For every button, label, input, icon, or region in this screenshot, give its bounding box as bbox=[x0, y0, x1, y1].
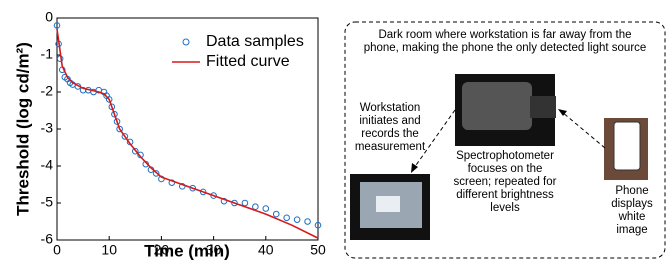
spectrophotometer-label: levels bbox=[490, 202, 520, 214]
workstation-label: records the bbox=[361, 128, 419, 140]
y-tick-label: -3 bbox=[41, 120, 54, 136]
phone-label: image bbox=[616, 224, 647, 236]
phone-label: Phone bbox=[615, 185, 648, 197]
x-tick-label: 50 bbox=[310, 242, 326, 258]
spectrophotometer-label: focuses on the bbox=[468, 163, 543, 175]
y-tick-label: -6 bbox=[41, 231, 54, 247]
workstation-label: measurement bbox=[355, 141, 426, 153]
workstation-label: initiates and bbox=[359, 115, 420, 127]
y-tick-label: -4 bbox=[41, 157, 54, 173]
arrow bbox=[562, 112, 605, 148]
data-point bbox=[284, 215, 290, 221]
y-tick-label: -5 bbox=[41, 194, 54, 210]
data-point bbox=[263, 206, 269, 212]
phone-label: white bbox=[618, 211, 646, 223]
data-point bbox=[294, 217, 300, 223]
y-axis-label: Threshold (log cd/m²) bbox=[13, 42, 32, 216]
x-tick-label: 20 bbox=[154, 242, 170, 258]
x-tick-label: 40 bbox=[258, 242, 274, 258]
x-tick-label: 10 bbox=[101, 242, 117, 258]
phone-label: displays bbox=[611, 198, 653, 210]
data-point bbox=[242, 200, 248, 206]
plot-frame bbox=[57, 18, 318, 240]
workstation-label: Workstation bbox=[360, 102, 421, 114]
data-point bbox=[273, 211, 279, 217]
spectrophotometer-image bbox=[455, 74, 556, 146]
caption-line: phone, making the phone the only detecte… bbox=[364, 42, 647, 54]
legend-label: Fitted curve bbox=[206, 53, 290, 70]
x-tick-label: 0 bbox=[53, 242, 61, 258]
y-tick-label: 0 bbox=[45, 9, 53, 25]
workstation-image bbox=[350, 174, 430, 240]
y-tick-label: -2 bbox=[41, 83, 54, 99]
x-tick-label: 30 bbox=[206, 242, 222, 258]
spectrophotometer-label: screen; repeated for bbox=[454, 176, 557, 188]
spectrophotometer-label: different brightness bbox=[456, 189, 554, 201]
data-point bbox=[253, 204, 259, 210]
legend-symbol bbox=[183, 39, 189, 45]
legend-label: Data samples bbox=[206, 33, 304, 50]
caption-line: Dark room where workstation is far away … bbox=[378, 29, 631, 41]
data-point bbox=[305, 219, 311, 225]
spectrophotometer-label: Spectrophotometer bbox=[456, 150, 554, 162]
y-tick-label: -1 bbox=[41, 46, 54, 62]
phone-image bbox=[604, 118, 648, 180]
figure: Time (min) Threshold (log cd/m²) Dark ro… bbox=[0, 0, 671, 265]
